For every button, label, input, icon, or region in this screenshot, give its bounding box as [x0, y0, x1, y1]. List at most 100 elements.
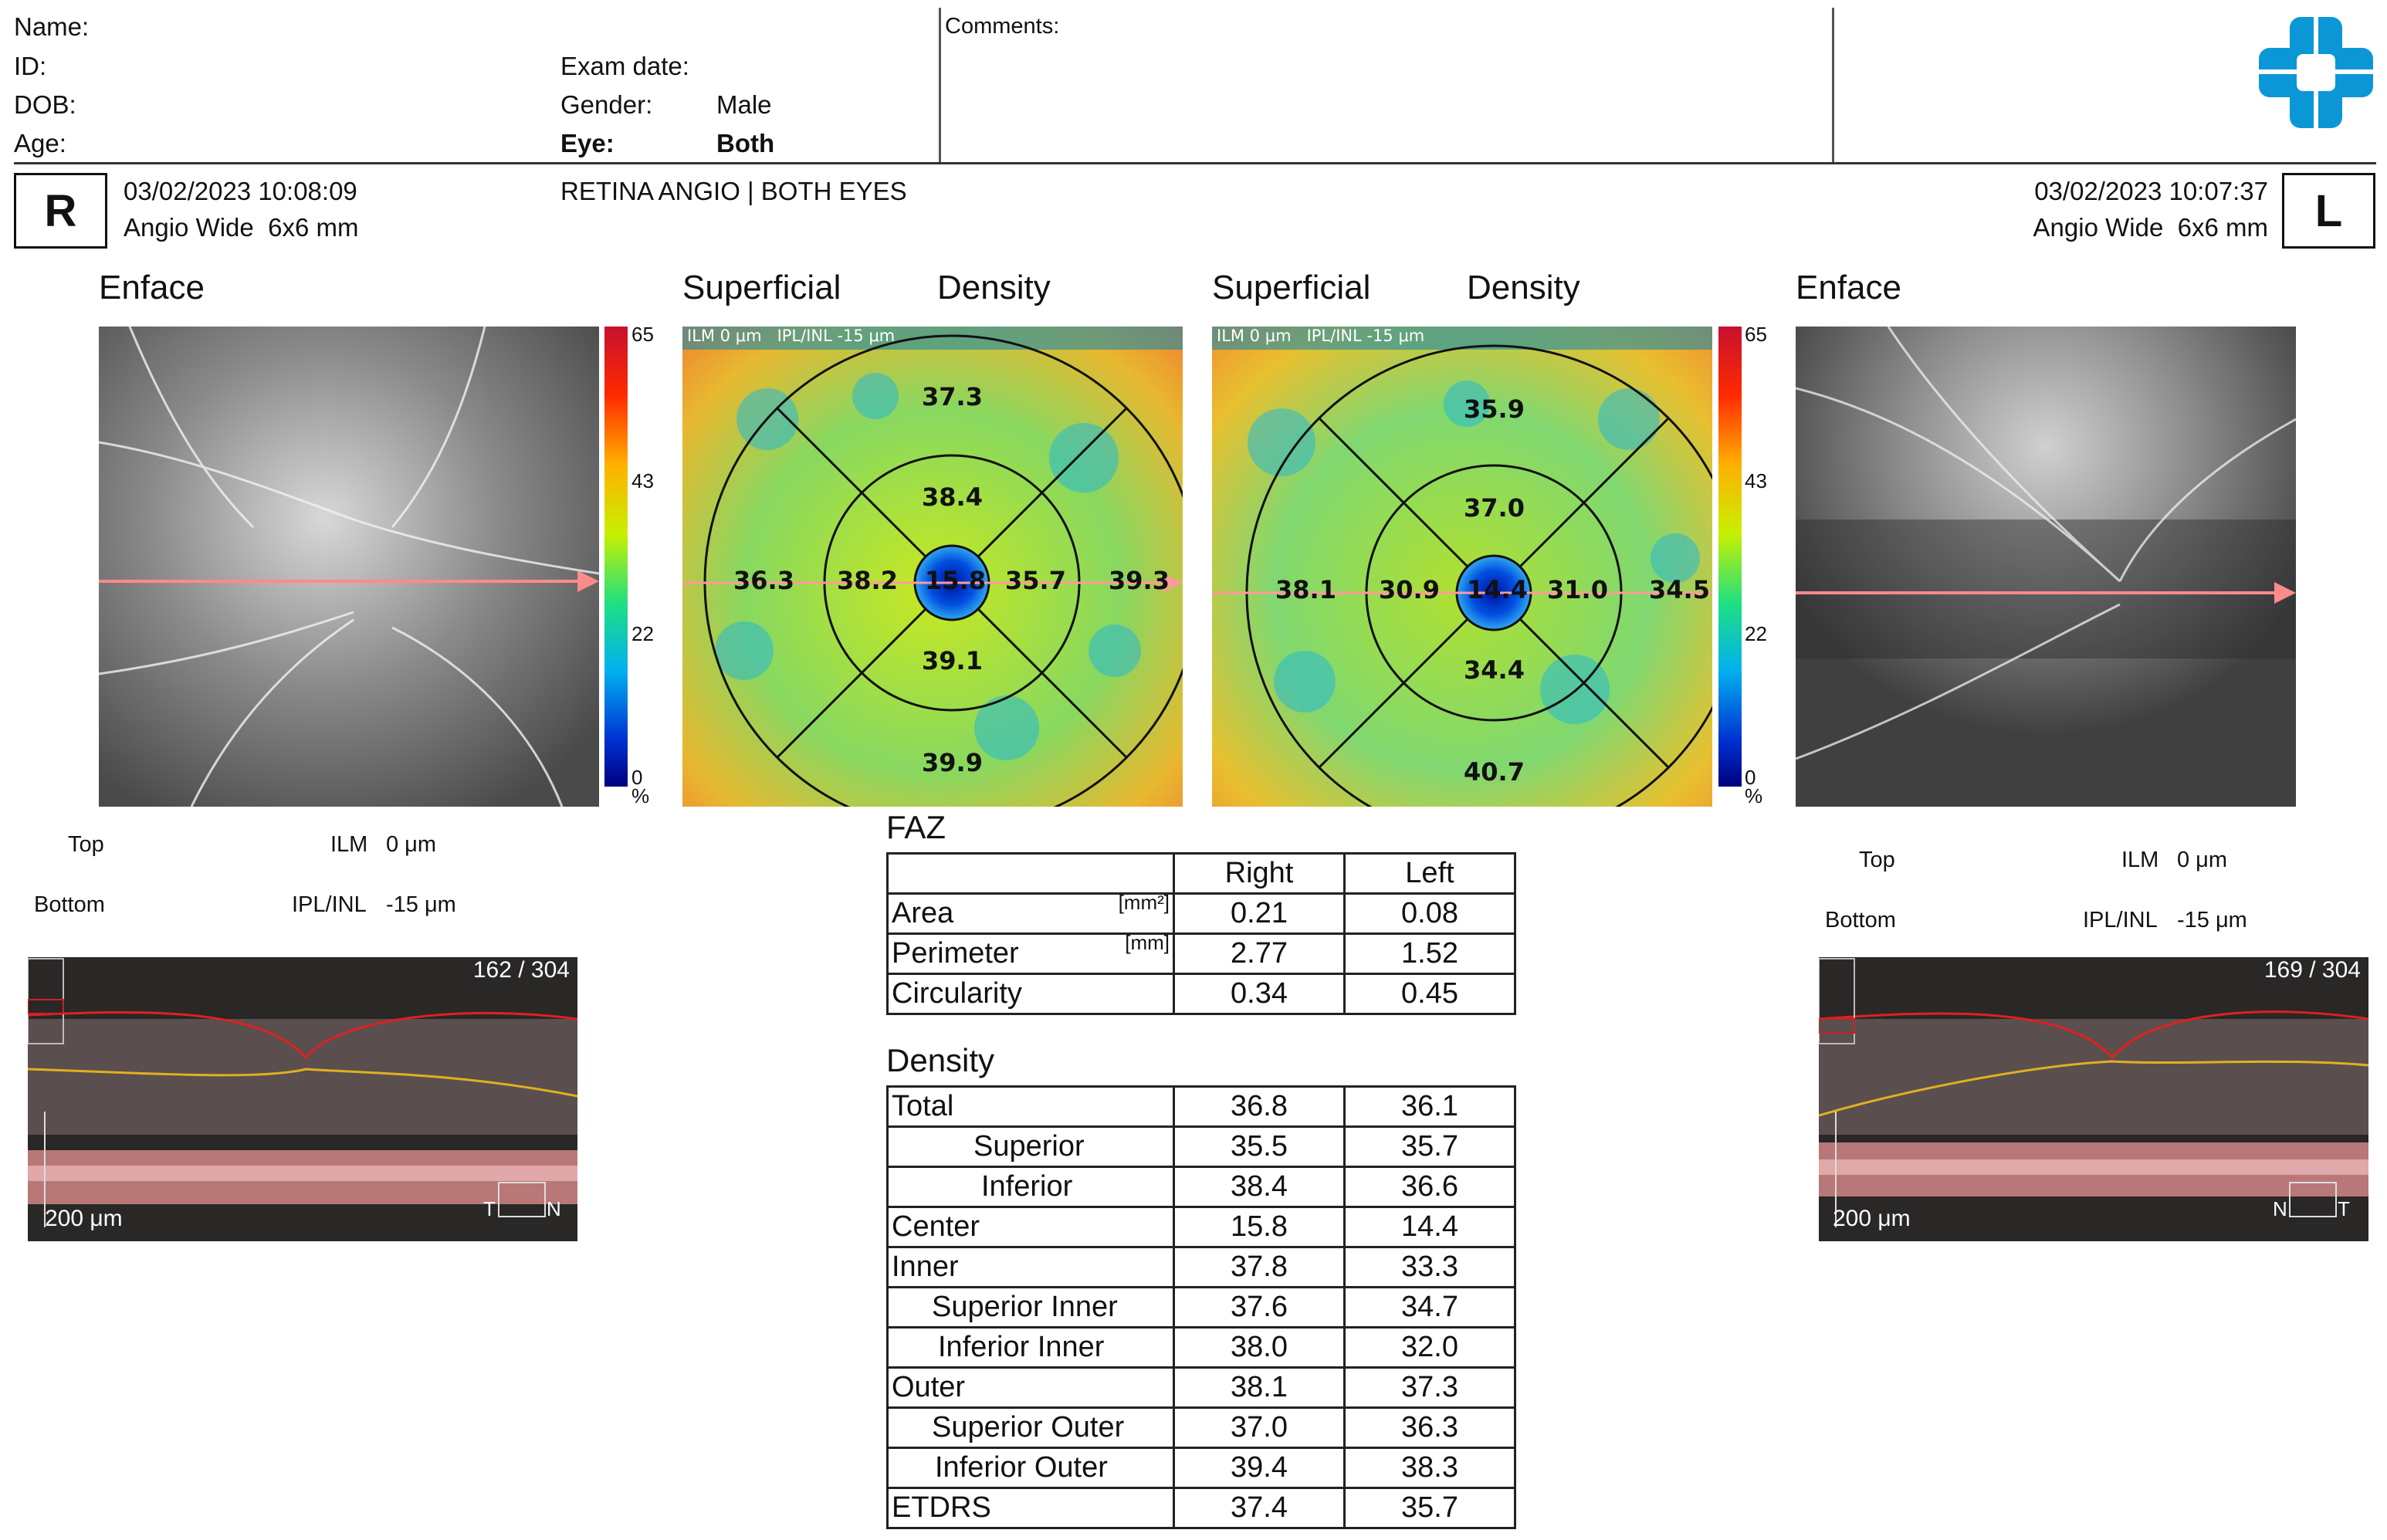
- left-bottom-offset: -15 μm: [2177, 908, 2247, 932]
- right-orient-a: T: [483, 1197, 496, 1220]
- left-cb-mid-low: 22: [1745, 622, 1767, 645]
- right-bscan-index: 162 / 304: [472, 957, 570, 983]
- left-sector-inferior-outer: 40.7: [1464, 757, 1525, 787]
- right-cb-unit: %: [631, 784, 650, 807]
- left-sector-temporal-inner: 30.9: [1379, 575, 1440, 604]
- right-enface-image: [99, 327, 599, 807]
- left-bottom-layer: IPL/INL: [2083, 908, 2158, 932]
- cross-logo-icon: [2254, 11, 2378, 138]
- right-sector-inferior-outer: 39.9: [922, 748, 983, 777]
- density-left-value: 36.3: [1343, 1406, 1516, 1449]
- right-cb-mid-high: 43: [631, 469, 654, 492]
- left-density-map: ILM 0 μm IPL/INL -15 μm 35.9 37.0 38.1 3…: [1212, 327, 1712, 807]
- table-row: Inferior Inner 38.0 32.0: [886, 1326, 1516, 1369]
- table-row: Superior Inner 37.6 34.7: [886, 1286, 1516, 1328]
- left-bscan-index: 169 / 304: [2263, 957, 2361, 983]
- right-map-title-metric: Density: [937, 269, 1051, 306]
- left-cb-max: 65: [1745, 323, 1767, 346]
- density-row-label: Center: [886, 1206, 1175, 1248]
- density-right-value: 35.5: [1173, 1125, 1346, 1168]
- table-row: ETDRS 37.4 35.7: [886, 1487, 1516, 1529]
- right-scan-type: Angio Wide 6x6 mm: [124, 213, 359, 242]
- faz-table: Right Left Area [mm²] 0.21 0.08 Perimeter…: [886, 852, 1516, 1015]
- density-left-value: 37.3: [1343, 1366, 1516, 1409]
- density-right-value: 37.4: [1173, 1487, 1346, 1529]
- right-bottom-layer: IPL/INL: [292, 892, 367, 917]
- density-left-value: 34.7: [1343, 1286, 1516, 1328]
- faz-row-name: Circularity: [892, 977, 1022, 1010]
- left-sector-center: 14.4: [1467, 575, 1528, 604]
- faz-left-value: 1.52: [1343, 932, 1516, 975]
- gender-value: Male: [716, 90, 772, 119]
- right-top-layer: ILM: [330, 832, 368, 857]
- faz-col-left: Left: [1343, 852, 1516, 895]
- density-row-label: Inferior: [886, 1166, 1175, 1208]
- table-row: Perimeter [mm] 2.77 1.52: [886, 931, 1516, 975]
- density-table: Total 36.8 36.1 Superior 35.5 35.7 Inferior 3…: [886, 1085, 1516, 1529]
- right-sector-superior-outer: 37.3: [922, 382, 983, 411]
- right-top-label: Top: [68, 832, 104, 857]
- eye-value: Both: [716, 129, 775, 157]
- table-row: Inferior Outer 39.4 38.3: [886, 1447, 1516, 1489]
- right-sector-center: 15.8: [925, 566, 986, 595]
- table-row: Inferior 38.4 36.6: [886, 1166, 1516, 1208]
- faz-row-label: Perimeter [mm]: [886, 931, 1175, 975]
- right-sector-nasal-outer: 39.3: [1109, 566, 1170, 595]
- left-scan-info: 03/02/2023 10:07:37 Angio Wide 6x6 mm: [2033, 173, 2268, 245]
- faz-row-name: Perimeter: [892, 937, 1019, 970]
- table-row: Total 36.8 36.1: [886, 1085, 1516, 1128]
- density-row-label: Superior Inner: [886, 1286, 1175, 1328]
- right-sector-superior-inner: 38.4: [922, 482, 983, 512]
- left-sector-nasal-outer: 34.5: [1649, 575, 1710, 604]
- density-row-label: Superior: [886, 1125, 1175, 1168]
- right-bottom-label: Bottom: [34, 892, 105, 917]
- right-scan-info: 03/02/2023 10:08:09 Angio Wide 6x6 mm: [124, 173, 358, 245]
- left-map-title-layer: Superficial: [1212, 269, 1371, 306]
- right-sector-temporal-outer: 36.3: [733, 566, 794, 595]
- name-label: Name:: [14, 12, 90, 41]
- density-row-label: Outer: [886, 1366, 1175, 1409]
- left-orient-b: T: [2338, 1197, 2350, 1220]
- gender-label: Gender:: [560, 90, 653, 119]
- left-orient-a: N: [2273, 1197, 2287, 1220]
- density-right-value: 37.0: [1173, 1406, 1346, 1449]
- density-row-label: Superior Outer: [886, 1406, 1175, 1449]
- right-cb-min: 0: [631, 766, 643, 789]
- density-left-value: 35.7: [1343, 1487, 1516, 1529]
- exam-title: RETINA ANGIO | BOTH EYES: [560, 177, 907, 205]
- left-sector-inferior-inner: 34.4: [1464, 655, 1525, 685]
- density-right-value: 15.8: [1173, 1206, 1346, 1248]
- faz-row-label: Circularity: [886, 973, 1175, 1015]
- faz-row-unit: [mm²]: [1118, 891, 1170, 914]
- faz-left-value: 0.08: [1343, 892, 1516, 935]
- density-right-value: 38.4: [1173, 1166, 1346, 1208]
- faz-col-right: Right: [1173, 852, 1346, 895]
- faz-header-blank: [886, 852, 1175, 895]
- left-sector-superior-outer: 35.9: [1464, 394, 1525, 424]
- right-map-overlay: ILM 0 μm IPL/INL -15 μm: [687, 327, 896, 345]
- header-rule: [14, 162, 2376, 164]
- table-row: Inner 37.8 33.3: [886, 1246, 1516, 1288]
- right-enface-title: Enface: [99, 269, 205, 306]
- right-sector-temporal-inner: 38.2: [837, 566, 898, 595]
- density-right-value: 36.8: [1173, 1085, 1346, 1128]
- right-bscan-image: 162 / 304 200 μm T N: [28, 957, 577, 1241]
- left-top-label: Top: [1859, 848, 1895, 872]
- density-right-value: 37.8: [1173, 1246, 1346, 1288]
- faz-row-unit: [mm]: [1125, 931, 1170, 954]
- dob-label: DOB:: [14, 90, 76, 119]
- density-row-label: Total: [886, 1085, 1175, 1128]
- density-row-label: Inferior Outer: [886, 1447, 1175, 1489]
- comments-label: Comments:: [945, 14, 1060, 39]
- table-row: Superior 35.5 35.7: [886, 1125, 1516, 1168]
- left-scan-type: Angio Wide 6x6 mm: [2033, 213, 2268, 242]
- faz-right-value: 2.77: [1173, 932, 1346, 975]
- density-left-value: 33.3: [1343, 1246, 1516, 1288]
- left-sector-superior-inner: 37.0: [1464, 493, 1525, 523]
- left-cb-mid-high: 43: [1745, 469, 1767, 492]
- density-row-label: Inner: [886, 1246, 1175, 1288]
- right-cb-mid-low: 22: [631, 622, 654, 645]
- right-map-title-layer: Superficial: [682, 269, 841, 306]
- left-map-overlay: ILM 0 μm IPL/INL -15 μm: [1217, 327, 1425, 345]
- right-cb-max: 65: [631, 323, 654, 346]
